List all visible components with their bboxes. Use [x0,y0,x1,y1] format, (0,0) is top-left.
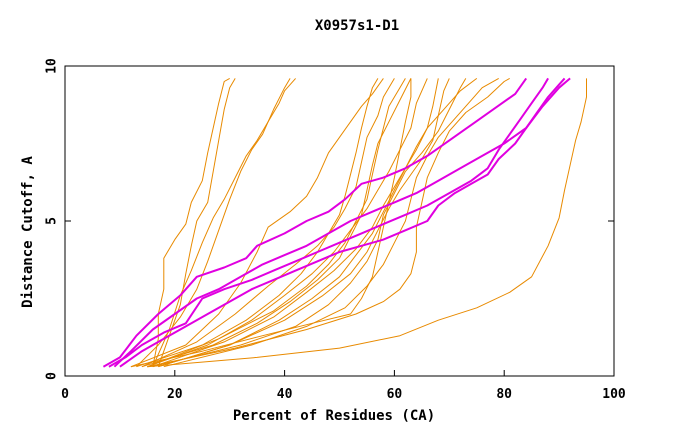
series-line-model-04 [152,78,296,367]
series-line-model-09 [141,78,412,368]
y-tick-label: 0 [45,372,60,380]
series-line-model-21 [108,77,549,368]
x-axis-label: Percent of Residues (CA) [233,408,435,424]
series-line-model-17 [147,77,510,368]
series-line-model-13 [152,78,467,368]
x-tick-label: 20 [167,387,183,402]
series-line-model-08 [147,78,406,368]
tick-layer: 0 20 40 60 80 100 0 5 10 [45,58,626,402]
x-tick-label: 80 [496,387,512,402]
y-tick-label: 5 [45,217,60,225]
x-tick-label: 60 [387,387,403,402]
series-layer [102,77,587,368]
series-line-model-16 [130,78,412,368]
series-line-model-07 [141,78,395,368]
series-line-model-19 [102,77,528,368]
x-tick-label: 0 [61,387,69,402]
plot-area [64,65,615,377]
y-tick-label: 10 [45,58,60,74]
series-line-model-12 [158,78,450,368]
chart-title: X0957s1-D1 [315,18,399,34]
series-line-model-03 [136,78,291,368]
series-line-model-02 [157,78,236,367]
series-line-model-18 [147,78,587,368]
series-line-model-10 [147,78,428,368]
series-line-model-06 [136,78,379,368]
series-line-model-01 [152,77,230,367]
x-tick-label: 40 [277,387,293,402]
series-line-model-22 [119,77,566,368]
x-tick-label: 100 [602,387,626,402]
series-line-model-14 [158,78,478,368]
series-line-model-15 [163,77,499,368]
y-axis-label: Distance Cutoff, A [20,156,36,308]
series-line-model-20 [113,77,571,368]
